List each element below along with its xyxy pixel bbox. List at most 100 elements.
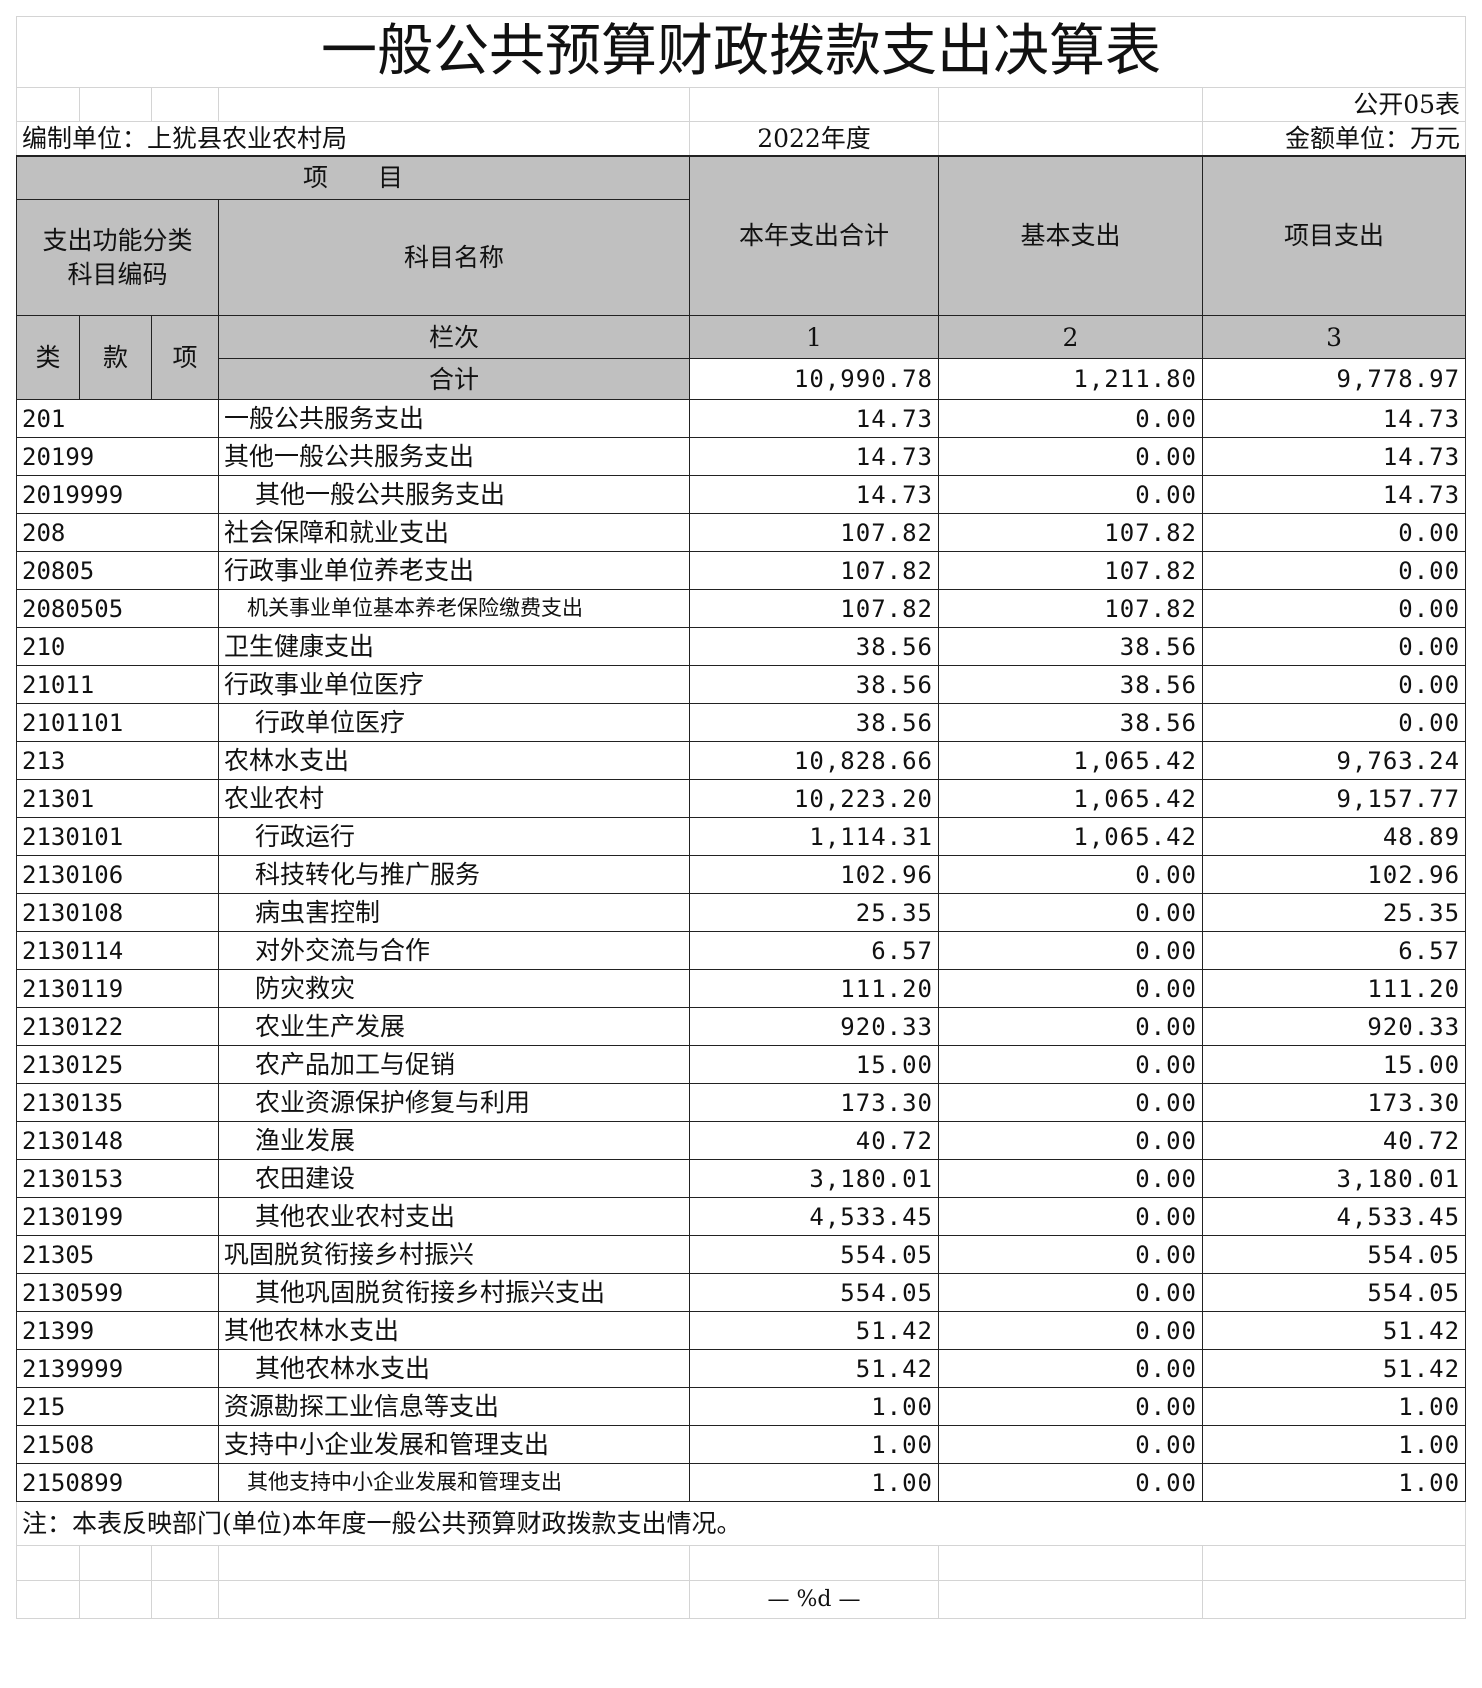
compiling-unit: 编制单位：上犹县农业农村局 (16, 121, 690, 157)
table-row: 2080505 机关事业单位基本养老保险缴费支出 107.82 107.82 0.00 (16, 589, 1467, 628)
row-name: 农田建设 (218, 1159, 690, 1198)
table-row: 213 农林水支出 10,828.66 1,065.42 9,763.24 (16, 741, 1467, 780)
row-basic: 0.00 (938, 1235, 1203, 1274)
row-basic: 0.00 (938, 475, 1203, 514)
row-code: 2080505 (16, 589, 219, 628)
row-code: 21011 (16, 665, 219, 704)
row-project: 9,763.24 (1201, 741, 1467, 780)
row-basic: 38.56 (938, 627, 1203, 666)
sum-project: 9,778.97 (1201, 358, 1467, 400)
header-item: 项 目 (16, 155, 690, 200)
row-basic: 0.00 (938, 1425, 1203, 1464)
header-total: 本年支出合计 (689, 155, 939, 316)
row-basic: 0.00 (938, 893, 1203, 932)
row-project: 15.00 (1201, 1045, 1467, 1084)
table-row: 20805 行政事业单位养老支出 107.82 107.82 0.00 (16, 551, 1467, 590)
header-xiang: 项 (151, 315, 219, 400)
row-total: 14.73 (689, 399, 939, 438)
header-name: 科目名称 (218, 199, 690, 316)
row-name: 其他巩固脱贫衔接乡村振兴支出 (218, 1273, 690, 1312)
row-project: 51.42 (1201, 1311, 1467, 1350)
row-total: 1.00 (689, 1387, 939, 1426)
row-total: 107.82 (689, 513, 939, 552)
row-code: 20199 (16, 437, 219, 476)
row-code: 2130114 (16, 931, 219, 970)
row-name: 农产品加工与促销 (218, 1045, 690, 1084)
row-code: 20805 (16, 551, 219, 590)
row-name: 防灾救灾 (218, 969, 690, 1008)
row-code: 21399 (16, 1311, 219, 1350)
row-total: 38.56 (689, 627, 939, 666)
row-project: 40.72 (1201, 1121, 1467, 1160)
table-row: 2150899 其他支持中小企业发展和管理支出 1.00 0.00 1.00 (16, 1463, 1467, 1502)
table-row: 2130114 对外交流与合作 6.57 0.00 6.57 (16, 931, 1467, 970)
row-total: 6.57 (689, 931, 939, 970)
currency-unit: 金额单位：万元 (1201, 121, 1467, 157)
row-basic: 0.00 (938, 1197, 1203, 1236)
col-number-1: 1 (689, 315, 939, 359)
row-code: 2130153 (16, 1159, 219, 1198)
row-project: 48.89 (1201, 817, 1467, 856)
table-row: 2130135 农业资源保护修复与利用 173.30 0.00 173.30 (16, 1083, 1467, 1122)
table-row: 21301 农业农村 10,223.20 1,065.42 9,157.77 (16, 779, 1467, 818)
row-name: 卫生健康支出 (218, 627, 690, 666)
row-name: 资源勘探工业信息等支出 (218, 1387, 690, 1426)
row-total: 554.05 (689, 1273, 939, 1312)
budget-table: 一般公共预算财政拨款支出决算表 公开05表 编制单位：上犹县农业农村局 2022年… (15, 16, 1467, 1619)
row-project: 0.00 (1201, 551, 1467, 590)
row-basic: 38.56 (938, 665, 1203, 704)
table-row: 21011 行政事业单位医疗 38.56 38.56 0.00 (16, 665, 1467, 704)
row-basic: 0.00 (938, 1045, 1203, 1084)
row-code: 208 (16, 513, 219, 552)
row-code: 2101101 (16, 703, 219, 742)
table-row: 208 社会保障和就业支出 107.82 107.82 0.00 (16, 513, 1467, 552)
row-project: 1.00 (1201, 1463, 1467, 1502)
row-name: 其他一般公共服务支出 (218, 475, 690, 514)
row-project: 9,157.77 (1201, 779, 1467, 818)
row-total: 25.35 (689, 893, 939, 932)
row-name: 其他农林水支出 (218, 1311, 690, 1350)
row-basic: 0.00 (938, 1311, 1203, 1350)
row-basic: 38.56 (938, 703, 1203, 742)
row-code: 2130101 (16, 817, 219, 856)
row-total: 38.56 (689, 703, 939, 742)
row-code: 2130106 (16, 855, 219, 894)
row-project: 1.00 (1201, 1425, 1467, 1464)
table-row: 201 一般公共服务支出 14.73 0.00 14.73 (16, 399, 1467, 438)
fiscal-year: 2022年度 (689, 121, 939, 157)
row-name: 农林水支出 (218, 741, 690, 780)
row-name: 行政单位医疗 (218, 703, 690, 742)
row-name: 机关事业单位基本养老保险缴费支出 (218, 589, 690, 628)
row-name: 行政事业单位医疗 (218, 665, 690, 704)
table-row: 2130101 行政运行 1,114.31 1,065.42 48.89 (16, 817, 1467, 856)
row-total: 1.00 (689, 1463, 939, 1502)
row-code: 2130199 (16, 1197, 219, 1236)
table-row: 2130106 科技转化与推广服务 102.96 0.00 102.96 (16, 855, 1467, 894)
row-total: 1.00 (689, 1425, 939, 1464)
row-basic: 0.00 (938, 1083, 1203, 1122)
row-project: 14.73 (1201, 437, 1467, 476)
table-row: 215 资源勘探工业信息等支出 1.00 0.00 1.00 (16, 1387, 1467, 1426)
row-total: 173.30 (689, 1083, 939, 1122)
table-row: 2130108 病虫害控制 25.35 0.00 25.35 (16, 893, 1467, 932)
row-project: 0.00 (1201, 589, 1467, 628)
row-name: 支持中小企业发展和管理支出 (218, 1425, 690, 1464)
table-row: 2130125 农产品加工与促销 15.00 0.00 15.00 (16, 1045, 1467, 1084)
row-project: 3,180.01 (1201, 1159, 1467, 1198)
row-total: 10,223.20 (689, 779, 939, 818)
table-row: 2101101 行政单位医疗 38.56 38.56 0.00 (16, 703, 1467, 742)
row-total: 3,180.01 (689, 1159, 939, 1198)
row-basic: 1,065.42 (938, 741, 1203, 780)
row-total: 15.00 (689, 1045, 939, 1084)
row-basic: 0.00 (938, 1349, 1203, 1388)
header-project: 项目支出 (1201, 155, 1467, 316)
row-total: 111.20 (689, 969, 939, 1008)
table-row: 2019999 其他一般公共服务支出 14.73 0.00 14.73 (16, 475, 1467, 514)
row-basic: 0.00 (938, 969, 1203, 1008)
row-name: 农业生产发展 (218, 1007, 690, 1046)
header-lanci: 栏次 (218, 315, 690, 359)
row-basic: 0.00 (938, 1463, 1203, 1502)
row-total: 14.73 (689, 437, 939, 476)
table-row: 2130148 渔业发展 40.72 0.00 40.72 (16, 1121, 1467, 1160)
row-project: 920.33 (1201, 1007, 1467, 1046)
